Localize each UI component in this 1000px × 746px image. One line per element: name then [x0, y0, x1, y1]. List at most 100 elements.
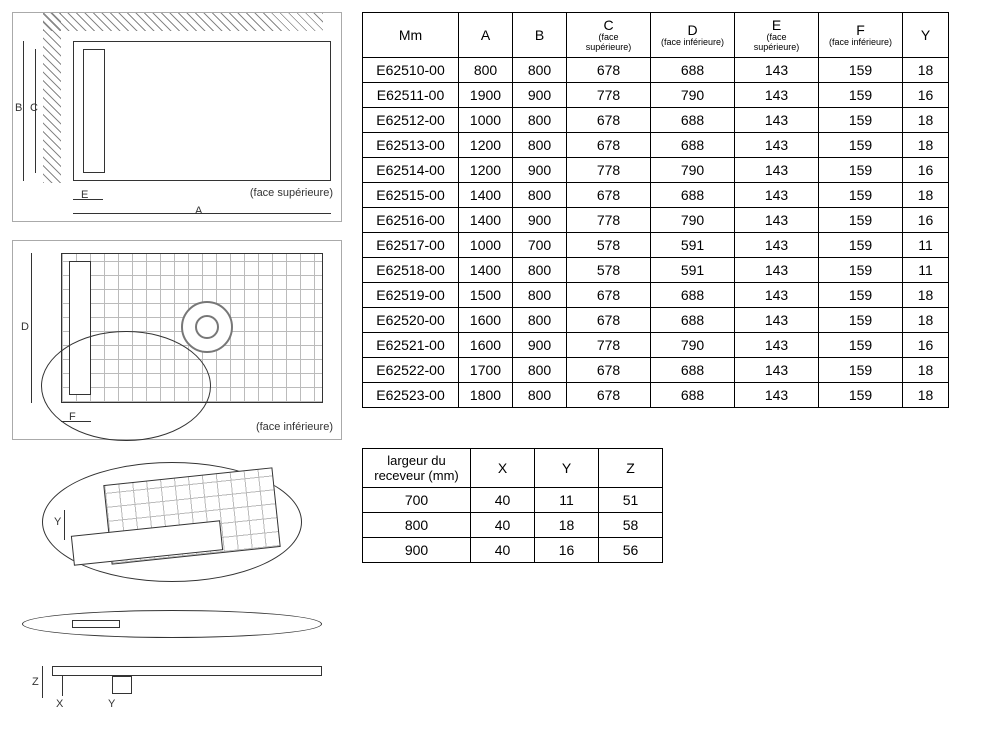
table-cell: 159 — [819, 382, 903, 407]
table-row: 800401858 — [363, 512, 663, 537]
table-cell: 143 — [735, 307, 819, 332]
dim-b-label: B — [15, 102, 22, 114]
table-cell: E62522-00 — [363, 357, 459, 382]
header-y: Y — [903, 13, 949, 58]
table-cell: 159 — [819, 157, 903, 182]
table-cell: 678 — [567, 132, 651, 157]
header-x: X — [471, 448, 535, 487]
table-cell: 1900 — [459, 82, 513, 107]
table-cell: 1200 — [459, 132, 513, 157]
table-cell: 678 — [567, 57, 651, 82]
table-cell: 159 — [819, 357, 903, 382]
table-cell: 800 — [513, 382, 567, 407]
header-z: Z — [599, 448, 663, 487]
header-f: F (face inférieure) — [819, 13, 903, 58]
table-cell: 900 — [513, 157, 567, 182]
table-cell: 143 — [735, 282, 819, 307]
table-cell: 800 — [513, 182, 567, 207]
table-cell: 143 — [735, 357, 819, 382]
table-row: E62512-00100080067868814315918 — [363, 107, 949, 132]
table-cell: 16 — [903, 82, 949, 107]
table-cell: 1800 — [459, 382, 513, 407]
table-cell: 143 — [735, 107, 819, 132]
header-d: D (face inférieure) — [651, 13, 735, 58]
table-cell: 1400 — [459, 257, 513, 282]
table-cell: 143 — [735, 207, 819, 232]
table-cell: 1000 — [459, 232, 513, 257]
table-row: E62518-00140080057859114315911 — [363, 257, 949, 282]
table-row: E62510-0080080067868814315918 — [363, 57, 949, 82]
table-cell: 778 — [567, 332, 651, 357]
bottom-view-drawing: D F (face inférieure) — [12, 240, 342, 440]
table-cell: 159 — [819, 282, 903, 307]
table-cell: 678 — [567, 357, 651, 382]
header-a: A — [459, 13, 513, 58]
table-cell: 688 — [651, 107, 735, 132]
table-cell: 40 — [471, 512, 535, 537]
table-cell: E62518-00 — [363, 257, 459, 282]
table-cell: 800 — [363, 512, 471, 537]
table-cell: E62510-00 — [363, 57, 459, 82]
table-cell: 678 — [567, 182, 651, 207]
table-cell: 790 — [651, 332, 735, 357]
dim-d-label: D — [21, 321, 29, 333]
table-row: E62522-00170080067868814315918 — [363, 357, 949, 382]
table-cell: 800 — [513, 107, 567, 132]
table-cell: 159 — [819, 57, 903, 82]
table-cell: 800 — [513, 307, 567, 332]
face-sup-label: (face supérieure) — [250, 187, 333, 199]
table-row: E62519-00150080067868814315918 — [363, 282, 949, 307]
table-cell: E62520-00 — [363, 307, 459, 332]
table-cell: E62519-00 — [363, 282, 459, 307]
table-row: E62514-00120090077879014315916 — [363, 157, 949, 182]
table-cell: 800 — [513, 357, 567, 382]
table-header-row: largeur du receveur (mm) X Y Z — [363, 448, 663, 487]
table-cell: 688 — [651, 132, 735, 157]
header-e: E (face supérieure) — [735, 13, 819, 58]
table-cell: 18 — [535, 512, 599, 537]
table-cell: 900 — [513, 82, 567, 107]
table-cell: 40 — [471, 487, 535, 512]
table-cell: 591 — [651, 257, 735, 282]
table-cell: 900 — [363, 537, 471, 562]
header-largeur: largeur du receveur (mm) — [363, 448, 471, 487]
table-cell: E62515-00 — [363, 182, 459, 207]
dim-e-label: E — [81, 189, 88, 201]
table-cell: 688 — [651, 307, 735, 332]
table-cell: E62512-00 — [363, 107, 459, 132]
table-cell: 159 — [819, 182, 903, 207]
header-b: B — [513, 13, 567, 58]
table-cell: 56 — [599, 537, 663, 562]
table-cell: 18 — [903, 357, 949, 382]
table-cell: 143 — [735, 382, 819, 407]
table-cell: 11 — [903, 257, 949, 282]
table-cell: E62523-00 — [363, 382, 459, 407]
table-cell: E62517-00 — [363, 232, 459, 257]
table-cell: 678 — [567, 282, 651, 307]
receiver-width-table: largeur du receveur (mm) X Y Z 700401151… — [362, 448, 663, 563]
table-row: E62516-00140090077879014315916 — [363, 207, 949, 232]
table-cell: 688 — [651, 57, 735, 82]
table-cell: E62513-00 — [363, 132, 459, 157]
table-cell: 18 — [903, 382, 949, 407]
table-cell: 11 — [535, 487, 599, 512]
face-inf-label: (face inférieure) — [256, 421, 333, 433]
table-cell: 143 — [735, 82, 819, 107]
table-cell: 16 — [535, 537, 599, 562]
table-cell: 143 — [735, 182, 819, 207]
detail-y-drawing: Y — [12, 458, 342, 588]
table-cell: 143 — [735, 157, 819, 182]
dim-y2-label: Y — [108, 698, 115, 710]
table-cell: 16 — [903, 207, 949, 232]
table-cell: 1400 — [459, 182, 513, 207]
table-cell: 1400 — [459, 207, 513, 232]
table-row: E62513-00120080067868814315918 — [363, 132, 949, 157]
table-cell: 143 — [735, 132, 819, 157]
header-mm: Mm — [363, 13, 459, 58]
dim-a-label: A — [195, 205, 202, 217]
table-cell: 800 — [513, 282, 567, 307]
table-cell: 18 — [903, 107, 949, 132]
table-row: E62520-00160080067868814315918 — [363, 307, 949, 332]
table-cell: 678 — [567, 382, 651, 407]
table-row: E62521-00160090077879014315916 — [363, 332, 949, 357]
